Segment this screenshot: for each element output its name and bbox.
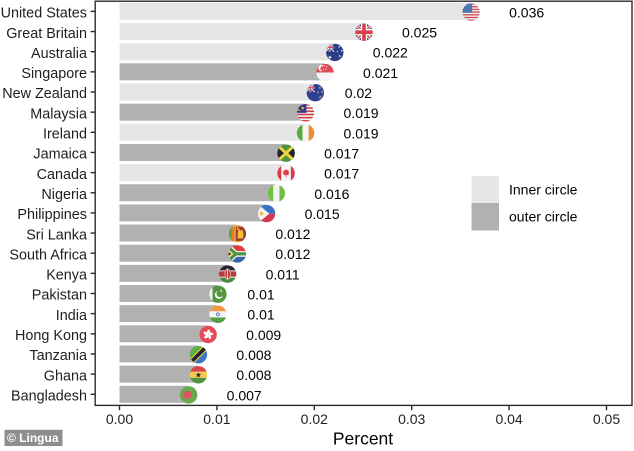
svg-text:0.017: 0.017 <box>324 145 359 161</box>
svg-text:0.01: 0.01 <box>247 307 274 323</box>
svg-text:0.021: 0.021 <box>363 65 398 81</box>
svg-text:outer circle: outer circle <box>509 209 578 225</box>
svg-text:0.036: 0.036 <box>509 4 544 20</box>
svg-text:0.012: 0.012 <box>275 226 310 242</box>
svg-text:Inner circle: Inner circle <box>509 181 578 197</box>
svg-text:Canada: Canada <box>37 167 87 183</box>
svg-text:0.019: 0.019 <box>344 105 379 121</box>
svg-text:Kenya: Kenya <box>46 268 87 284</box>
svg-text:Hong Kong: Hong Kong <box>15 328 87 344</box>
svg-text:© Lingua: © Lingua <box>7 431 59 445</box>
svg-text:0.007: 0.007 <box>227 387 262 403</box>
svg-text:0.015: 0.015 <box>305 206 340 222</box>
svg-text:Jamaica: Jamaica <box>33 147 87 163</box>
svg-text:0.008: 0.008 <box>236 367 271 383</box>
svg-text:India: India <box>56 308 87 324</box>
svg-text:0.022: 0.022 <box>373 45 408 61</box>
svg-text:New Zealand: New Zealand <box>2 86 87 102</box>
svg-text:0.03: 0.03 <box>398 411 425 427</box>
svg-text:United States: United States <box>1 6 87 22</box>
svg-text:0.02: 0.02 <box>301 411 328 427</box>
svg-text:Malaysia: Malaysia <box>30 106 87 122</box>
svg-text:0.05: 0.05 <box>593 411 620 427</box>
svg-text:Singapore: Singapore <box>21 66 87 82</box>
svg-text:0.00: 0.00 <box>106 411 133 427</box>
svg-text:0.01: 0.01 <box>203 411 230 427</box>
svg-text:0.009: 0.009 <box>246 327 281 343</box>
svg-text:Australia: Australia <box>31 46 87 62</box>
svg-text:0.012: 0.012 <box>275 246 310 262</box>
svg-text:Great Britain: Great Britain <box>6 26 87 42</box>
svg-text:0.01: 0.01 <box>247 287 274 303</box>
svg-text:0.017: 0.017 <box>324 166 359 182</box>
svg-text:0.008: 0.008 <box>236 347 271 363</box>
svg-text:0.011: 0.011 <box>266 266 300 282</box>
svg-text:Nigeria: Nigeria <box>41 187 87 203</box>
svg-text:Philippines: Philippines <box>17 207 87 223</box>
svg-text:0.04: 0.04 <box>495 411 522 427</box>
svg-text:South Africa: South Africa <box>9 247 87 263</box>
svg-text:Bangladesh: Bangladesh <box>11 388 87 404</box>
svg-text:Pakistan: Pakistan <box>32 288 87 304</box>
svg-text:Sri Lanka: Sri Lanka <box>26 227 87 243</box>
svg-text:0.019: 0.019 <box>344 125 379 141</box>
svg-text:Ghana: Ghana <box>44 368 87 384</box>
svg-text:Percent: Percent <box>333 429 393 447</box>
svg-text:0.016: 0.016 <box>314 186 349 202</box>
svg-text:0.02: 0.02 <box>345 85 372 101</box>
svg-text:0.025: 0.025 <box>402 25 437 41</box>
svg-text:Ireland: Ireland <box>43 127 87 143</box>
svg-text:Tanzania: Tanzania <box>29 348 87 364</box>
